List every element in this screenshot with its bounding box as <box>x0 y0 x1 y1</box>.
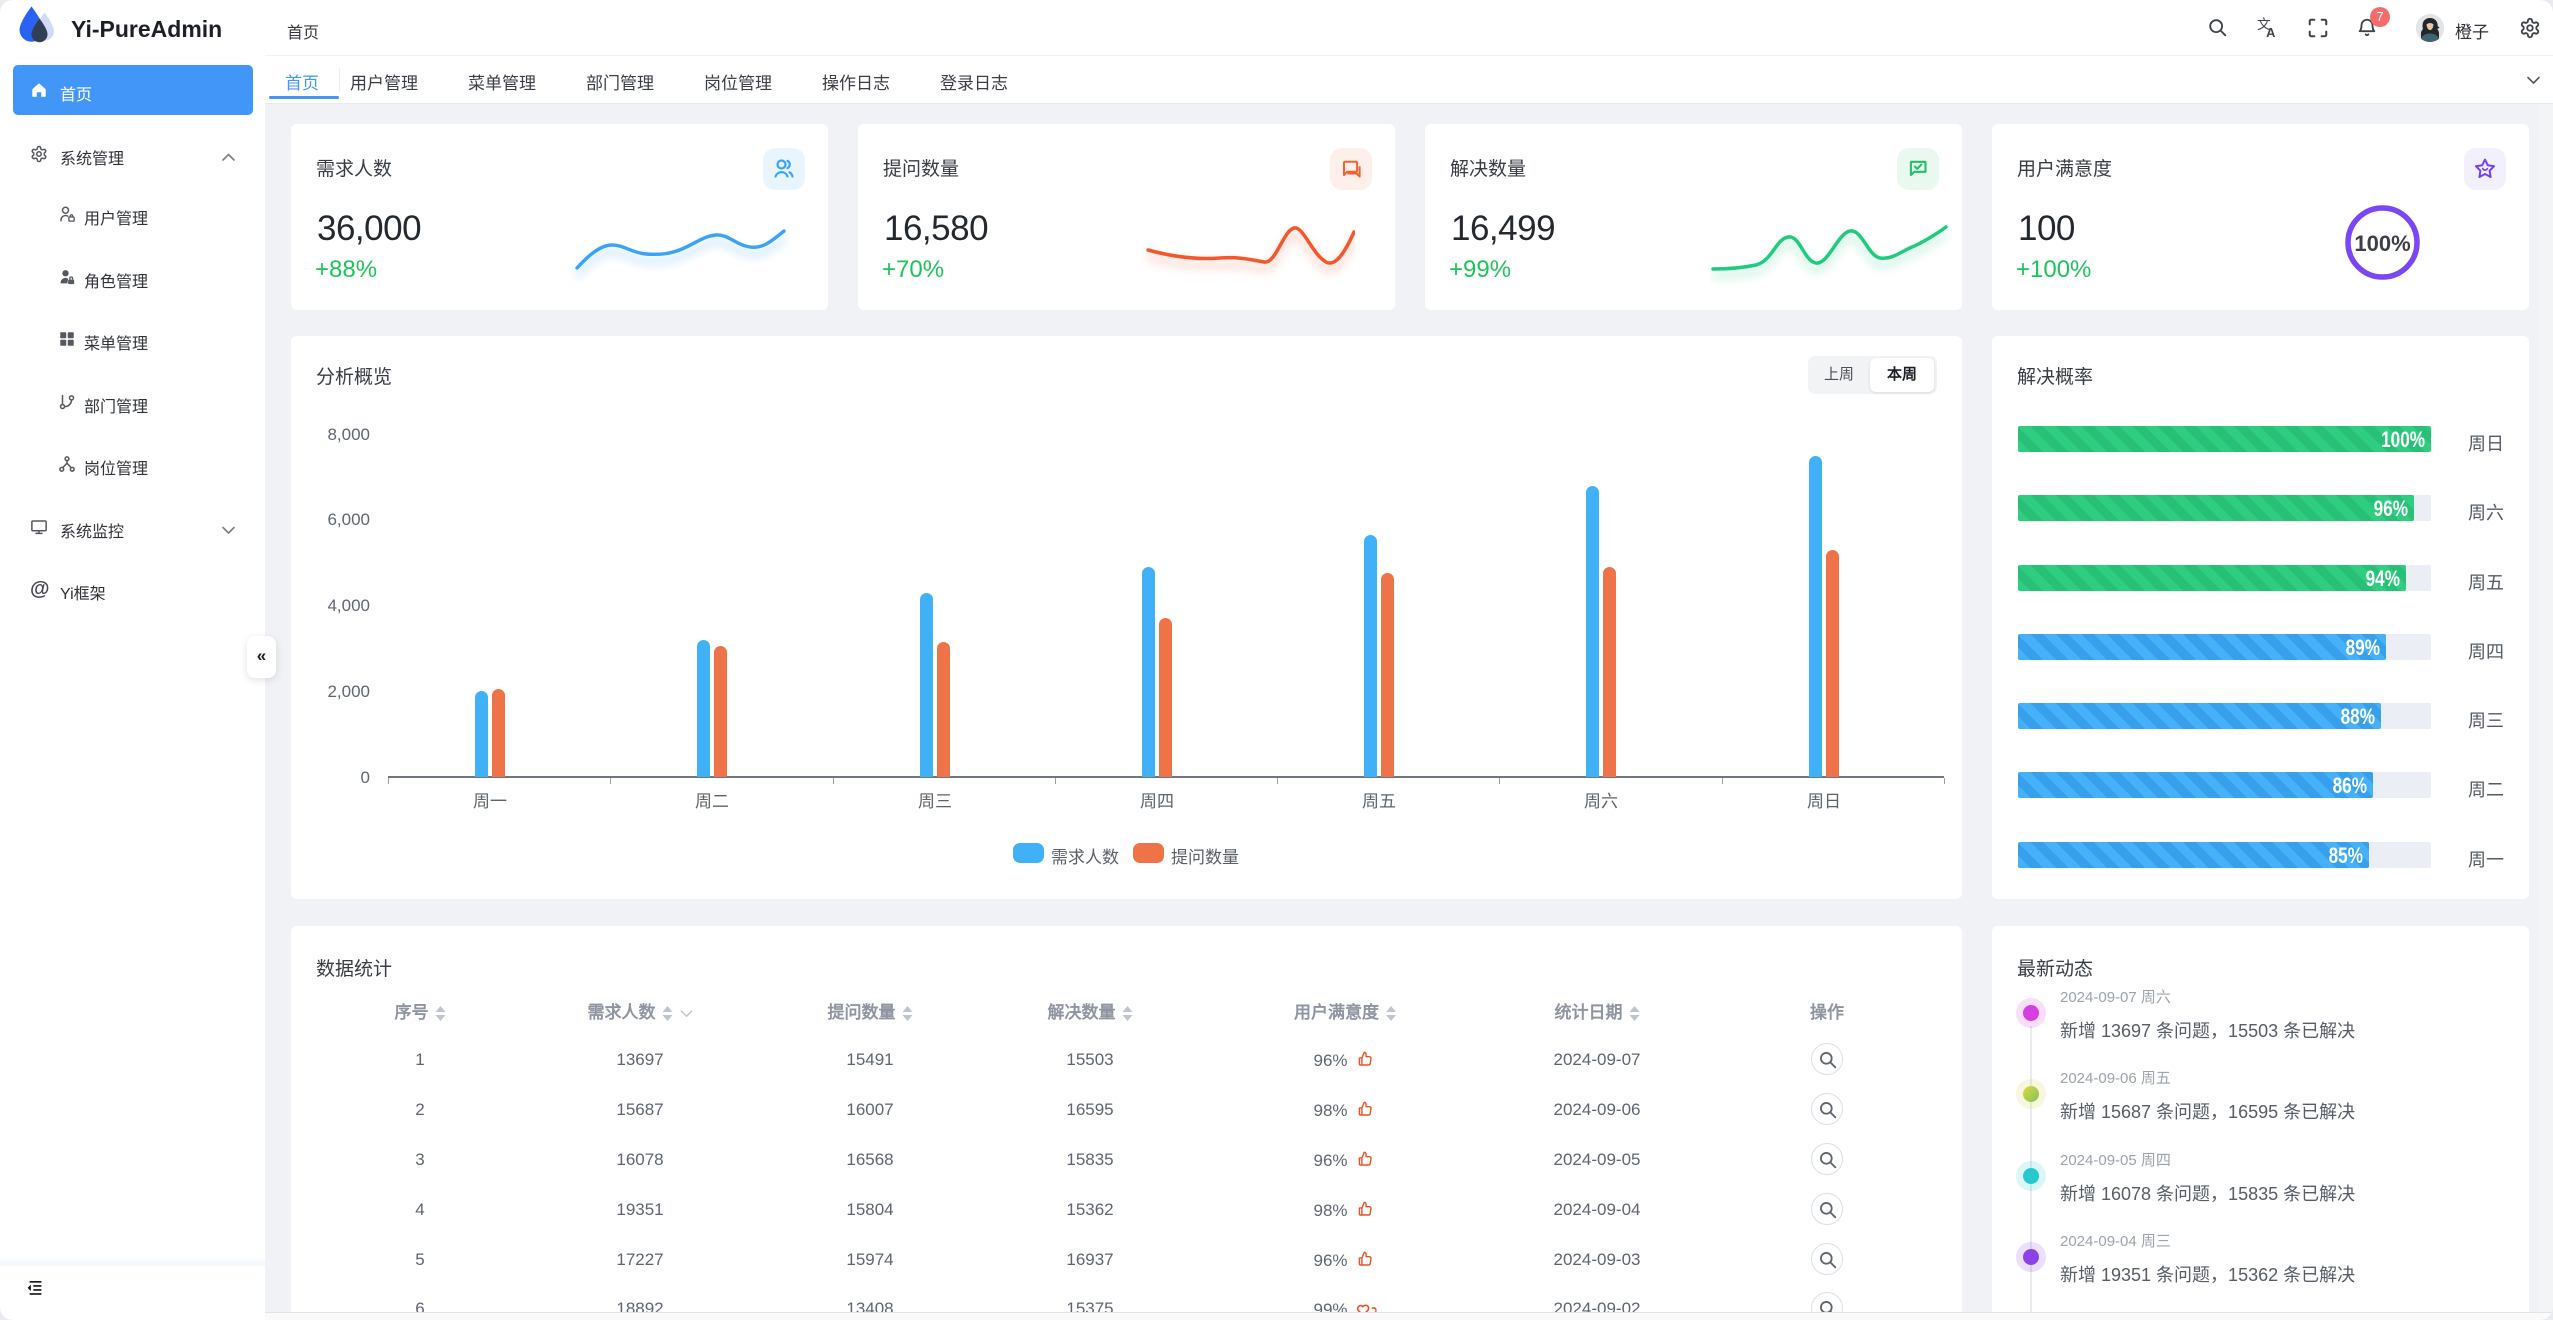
svg-text:A: A <box>2266 25 2275 39</box>
svg-text:文: 文 <box>2257 17 2271 32</box>
